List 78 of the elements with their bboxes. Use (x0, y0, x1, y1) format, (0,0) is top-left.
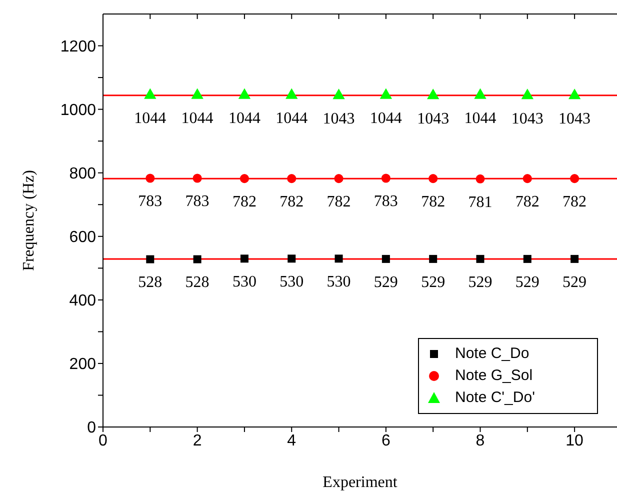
data-label: 782 (280, 193, 304, 210)
point (191, 88, 204, 99)
data-label: 530 (326, 273, 351, 290)
point (521, 88, 534, 100)
data-label: 529 (468, 274, 492, 291)
point (288, 254, 296, 263)
point (382, 254, 390, 263)
point (334, 174, 344, 184)
data-label: 1043 (511, 110, 544, 128)
data-label: 528 (138, 274, 162, 292)
point (332, 88, 345, 100)
point (240, 254, 248, 263)
y-tick-label: 1200 (60, 38, 96, 56)
point (238, 88, 251, 99)
x-axis-title: Experiment (322, 474, 398, 491)
data-label: 1044 (228, 110, 260, 128)
x-tick-label: 4 (287, 432, 296, 450)
point (428, 174, 438, 184)
legend-label: Note C_Do (455, 344, 530, 364)
data-label: 529 (374, 274, 398, 291)
data-label: 781 (468, 194, 492, 211)
x-tick-label: 6 (381, 432, 390, 450)
data-label: 782 (421, 193, 446, 210)
point (144, 88, 156, 99)
point (240, 174, 249, 184)
data-label: 1043 (417, 110, 450, 128)
data-label: 1044 (370, 110, 402, 128)
data-label: 530 (232, 273, 256, 290)
y-tick-label: 600 (69, 229, 96, 246)
point (523, 254, 532, 263)
point (146, 174, 155, 183)
y-tick-label: 400 (69, 292, 96, 310)
y-tick-label: 200 (69, 356, 96, 374)
data-label: 1043 (558, 110, 591, 128)
data-label: 1044 (464, 110, 496, 128)
data-label: 783 (185, 193, 210, 210)
data-label: 528 (185, 274, 210, 292)
y-axis-title: Frequency (Hz) (20, 170, 38, 271)
data-label: 782 (562, 193, 587, 210)
data-label: 1044 (181, 110, 214, 128)
data-label: 529 (421, 274, 446, 291)
x-tick-label: 10 (566, 432, 584, 450)
y-tick-label: 1000 (60, 102, 96, 119)
data-label: 782 (232, 193, 256, 210)
point (286, 88, 298, 99)
point (287, 174, 296, 184)
x-tick-label: 8 (476, 432, 485, 450)
point (334, 254, 343, 263)
point (568, 88, 581, 100)
point (570, 174, 580, 184)
data-label: 782 (326, 193, 351, 210)
data-label: 782 (515, 193, 540, 210)
point (146, 255, 154, 264)
legend-label: Note C'_Do' (455, 388, 535, 408)
point (476, 254, 484, 263)
point (192, 174, 202, 183)
y-tick-label: 0 (87, 420, 96, 437)
data-label: 1044 (134, 110, 166, 128)
point (476, 174, 485, 184)
point (427, 88, 440, 100)
legend-label: Note G_Sol (455, 366, 533, 386)
y-tick-label: 800 (69, 166, 96, 183)
x-tick-label: 0 (98, 432, 108, 450)
point (474, 88, 486, 99)
data-label: 529 (562, 274, 587, 291)
data-label: 530 (280, 273, 304, 290)
point (429, 254, 438, 263)
point (193, 255, 202, 264)
point (570, 254, 579, 263)
point (380, 88, 392, 99)
data-label: 783 (138, 193, 162, 210)
x-tick-label: 2 (192, 432, 202, 450)
data-label: 1043 (322, 110, 355, 128)
data-label: 529 (515, 274, 540, 291)
point (522, 174, 532, 184)
point (381, 174, 390, 183)
data-label: 1044 (276, 110, 308, 128)
data-label: 783 (374, 193, 398, 210)
